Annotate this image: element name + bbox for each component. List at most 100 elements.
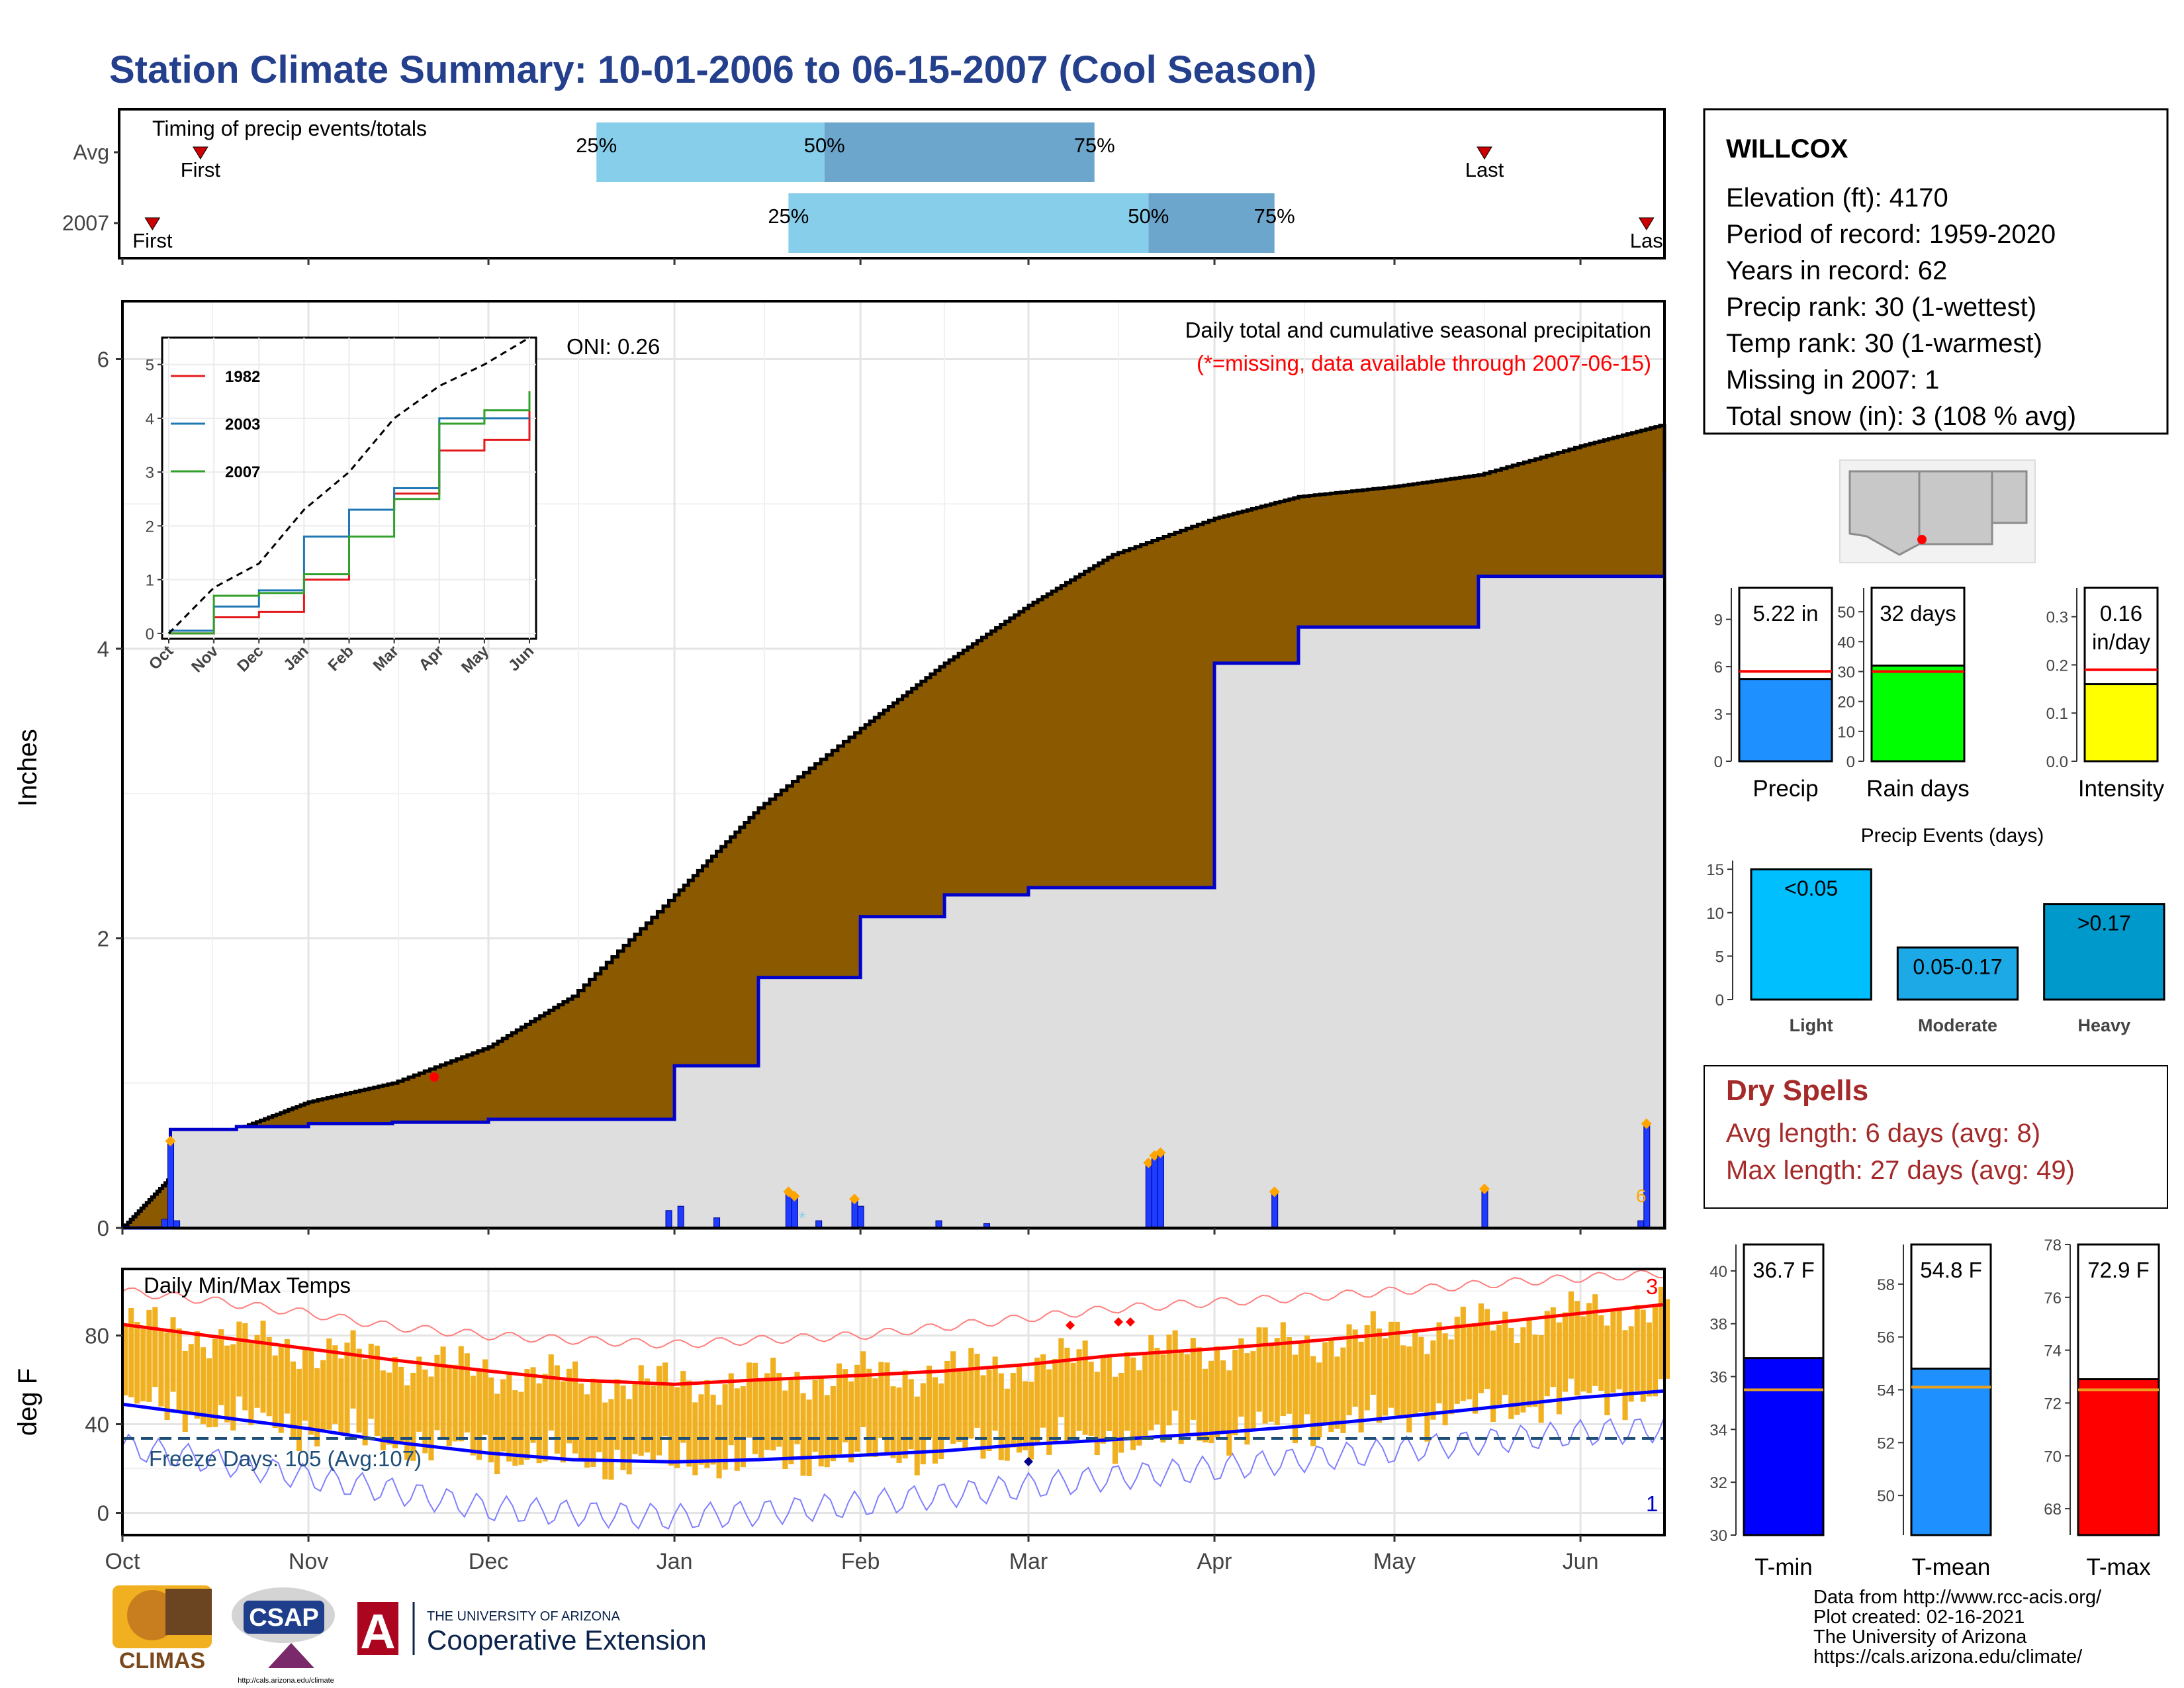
temp-bar [1550, 1307, 1556, 1387]
temp-bar [1094, 1372, 1100, 1455]
temp-bar [338, 1358, 344, 1434]
climas-logo-circle [127, 1590, 177, 1640]
temp-panel: Daily Min/Max Temps Freeze Days: 105 (Av… [13, 1268, 1670, 1574]
first-marker [192, 146, 208, 160]
station-temp-rank: Temp rank: 30 (1-warmest) [1726, 329, 2042, 358]
temp-bar [512, 1390, 518, 1466]
temp-bar [1568, 1291, 1574, 1379]
mini-y-tick-label: 74 [2044, 1342, 2062, 1360]
record-high-marker [1066, 1321, 1075, 1330]
mini-y-tick-label: 50 [1877, 1487, 1895, 1505]
events-category: Heavy [2078, 1015, 2131, 1035]
temp-bar [386, 1372, 392, 1445]
temp-bar [1052, 1358, 1058, 1442]
inset-y-tick-label: 3 [146, 464, 154, 482]
csap-logo-text: CSAP [249, 1604, 319, 1632]
precip-bar [1271, 1191, 1279, 1229]
mini-y-tick-label: 0.1 [2046, 705, 2068, 723]
temp-bar [1298, 1342, 1304, 1427]
temp-bar [176, 1328, 182, 1411]
x-tick-label: May [1373, 1549, 1416, 1574]
temp-bar [1244, 1353, 1250, 1445]
mini-y-tick-label: 10 [1837, 724, 1855, 741]
mini-chart-category: T-mean [1912, 1554, 1991, 1580]
temp-bar [218, 1329, 224, 1405]
temp-bar [878, 1362, 884, 1438]
events-bar-label: <0.05 [1784, 876, 1838, 900]
temp-bar [986, 1369, 992, 1451]
station-location-marker [1917, 535, 1927, 544]
temp-bar [1634, 1305, 1640, 1391]
temp-bar [908, 1379, 914, 1450]
temp-bar [434, 1354, 440, 1430]
precip-panel-frame [121, 300, 1666, 1229]
temp-bar [1100, 1355, 1106, 1444]
temp-bar [896, 1387, 902, 1463]
temp-bar [782, 1390, 788, 1469]
temp-bar [1076, 1349, 1082, 1431]
precip-y-label: Inches [13, 729, 42, 807]
temp-bar [1658, 1286, 1664, 1380]
temp-bar [1190, 1338, 1196, 1420]
heavy-day-marker [165, 1135, 176, 1147]
last-label: Las [1630, 229, 1663, 252]
mini-chart-value-unit: in/day [2092, 630, 2151, 654]
temp-bar [380, 1370, 386, 1450]
mini-chart-category: T-min [1754, 1554, 1813, 1580]
temp-bar [530, 1367, 536, 1443]
temp-bar [1628, 1326, 1634, 1402]
timing-q75-label: 75% [1074, 134, 1115, 157]
temp-bar [1136, 1370, 1142, 1446]
ua-logo-small: THE UNIVERSITY OF ARIZONA [427, 1609, 621, 1624]
mini-y-tick-label: 50 [1837, 604, 1855, 622]
temp-bar [1226, 1370, 1232, 1456]
record-min-count: 1 [1646, 1491, 1658, 1516]
record-low-marker [1024, 1457, 1033, 1466]
temp-bar [1484, 1309, 1490, 1389]
temp-bar [1598, 1315, 1604, 1391]
csap-url: http://cals.arizona.edu/climate [238, 1677, 334, 1685]
temp-bar [476, 1370, 482, 1460]
timing-q50-label: 50% [804, 134, 845, 157]
temp-bar [890, 1386, 896, 1458]
precip-y-axis: 0 2 4 6 [97, 348, 1582, 1241]
inset-series-line [169, 391, 531, 635]
temp-bar [974, 1354, 980, 1428]
figure-title: Station Climate Summary: 10-01-2006 to 0… [109, 48, 1316, 91]
mini-chart-category: Rain days [1866, 776, 1970, 802]
precip-bar [1481, 1188, 1488, 1229]
temp-bar [1262, 1327, 1268, 1424]
y-tick-label: 4 [97, 637, 109, 661]
station-name: WILLCOX [1726, 134, 1848, 164]
temp-bar [1358, 1341, 1364, 1432]
temp-bar [728, 1373, 734, 1446]
temp-bar [1496, 1325, 1502, 1405]
record-max-line [122, 1269, 1665, 1349]
temp-bar [1064, 1347, 1070, 1441]
mini-chart-bar [1910, 1368, 1992, 1536]
temp-bar [1640, 1309, 1646, 1402]
temp-bar [188, 1344, 194, 1413]
temp-bar [854, 1364, 860, 1452]
mini-y-tick-label: 76 [2044, 1289, 2062, 1307]
mini-y-tick-label: 0.2 [2046, 657, 2068, 675]
temp-bar [812, 1380, 818, 1452]
events-bar-label: >0.17 [2077, 912, 2131, 935]
mini-y-tick-label: 32 [1709, 1474, 1727, 1492]
footer-line: Plot created: 02-16-2021 [1813, 1607, 2025, 1628]
missing-day-marker: * [799, 1208, 805, 1228]
temp-bar [290, 1361, 296, 1438]
temp-bar [884, 1362, 890, 1454]
temp-bar [1202, 1368, 1208, 1442]
temp-bar [278, 1344, 284, 1433]
mini-y-tick-label: 40 [1837, 633, 1855, 651]
temp-bar [482, 1359, 488, 1435]
station-precip-rank: Precip rank: 30 (1-wettest) [1726, 293, 2036, 322]
temp-bar [860, 1351, 866, 1427]
inset-series-line [167, 336, 530, 634]
temp-bar [254, 1335, 260, 1408]
temp-bar [446, 1364, 452, 1446]
temp-bar [1034, 1357, 1040, 1445]
events-bar [1750, 868, 1872, 1001]
events-bar [2043, 903, 2165, 1001]
